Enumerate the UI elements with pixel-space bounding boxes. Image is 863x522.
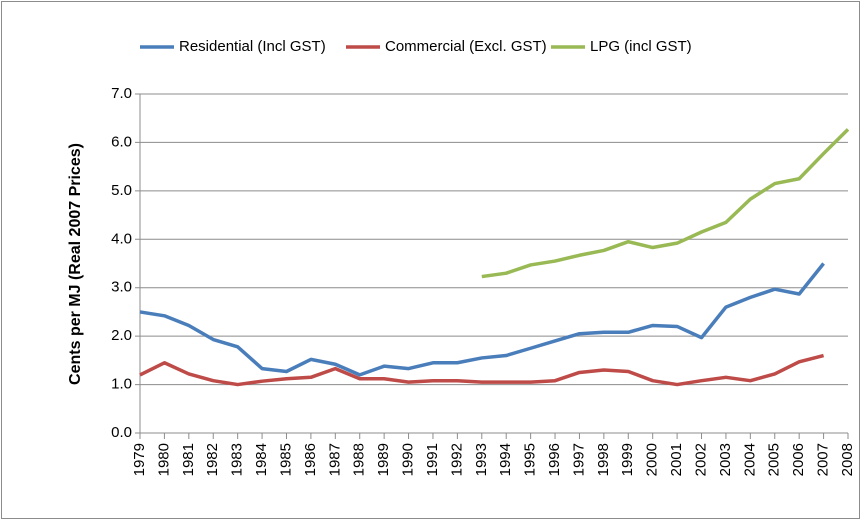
y-tick-label: 4.0 xyxy=(111,230,132,247)
x-tick-label: 1999 xyxy=(619,443,636,476)
x-tick-label: 1997 xyxy=(570,443,587,476)
x-tick-label: 1994 xyxy=(497,443,514,476)
y-tick-label: 0.0 xyxy=(111,424,132,441)
x-tick-label: 1993 xyxy=(473,443,490,476)
x-tick-label: 1980 xyxy=(155,443,172,476)
y-tick-label: 7.0 xyxy=(111,85,132,102)
x-tick-label: 1982 xyxy=(204,443,221,476)
y-tick-label: 5.0 xyxy=(111,182,132,199)
x-tick-label: 1981 xyxy=(180,443,197,476)
y-tick-label: 3.0 xyxy=(111,279,132,296)
x-tick-label: 1983 xyxy=(229,443,246,476)
x-tick-label: 2000 xyxy=(644,443,661,476)
x-tick-label: 2001 xyxy=(668,443,685,476)
legend-label: Commercial (Excl. GST) xyxy=(385,38,547,55)
x-tick-label: 2007 xyxy=(815,443,832,476)
x-tick-label: 1979 xyxy=(131,443,148,476)
y-tick-label: 6.0 xyxy=(111,133,132,150)
legend-label: Residential (Incl GST) xyxy=(179,38,326,55)
line-series xyxy=(481,128,850,279)
x-tick-label: 2004 xyxy=(741,443,758,476)
x-tick-label: 1989 xyxy=(375,443,392,476)
x-tick-label: 2002 xyxy=(692,443,709,476)
x-tick-label: 1990 xyxy=(400,443,417,476)
x-tick-label: 1987 xyxy=(326,443,343,476)
x-tick-label: 1984 xyxy=(253,443,270,476)
y-tick-label: 1.0 xyxy=(111,376,132,393)
x-tick-label: 1986 xyxy=(302,443,319,476)
x-tick-label: 2003 xyxy=(717,443,734,476)
x-tick-label: 2008 xyxy=(839,443,856,476)
x-tick-label: 1988 xyxy=(351,443,368,476)
y-tick-label: 2.0 xyxy=(111,327,132,344)
x-tick-label: 1995 xyxy=(522,443,539,476)
x-tick-label: 1991 xyxy=(424,443,441,476)
line-series xyxy=(139,353,825,387)
x-tick-label: 1996 xyxy=(546,443,563,476)
x-tick-label: 2006 xyxy=(790,443,807,476)
x-tick-label: 1998 xyxy=(595,443,612,476)
legend-label: LPG (incl GST) xyxy=(590,38,692,55)
x-tick-label: 1985 xyxy=(277,443,294,476)
x-tick-label: 1992 xyxy=(448,443,465,476)
line-series xyxy=(139,262,825,377)
x-tick-label: 2005 xyxy=(766,443,783,476)
y-axis-title: Cents per MJ (Real 2007 Prices) xyxy=(67,143,84,385)
